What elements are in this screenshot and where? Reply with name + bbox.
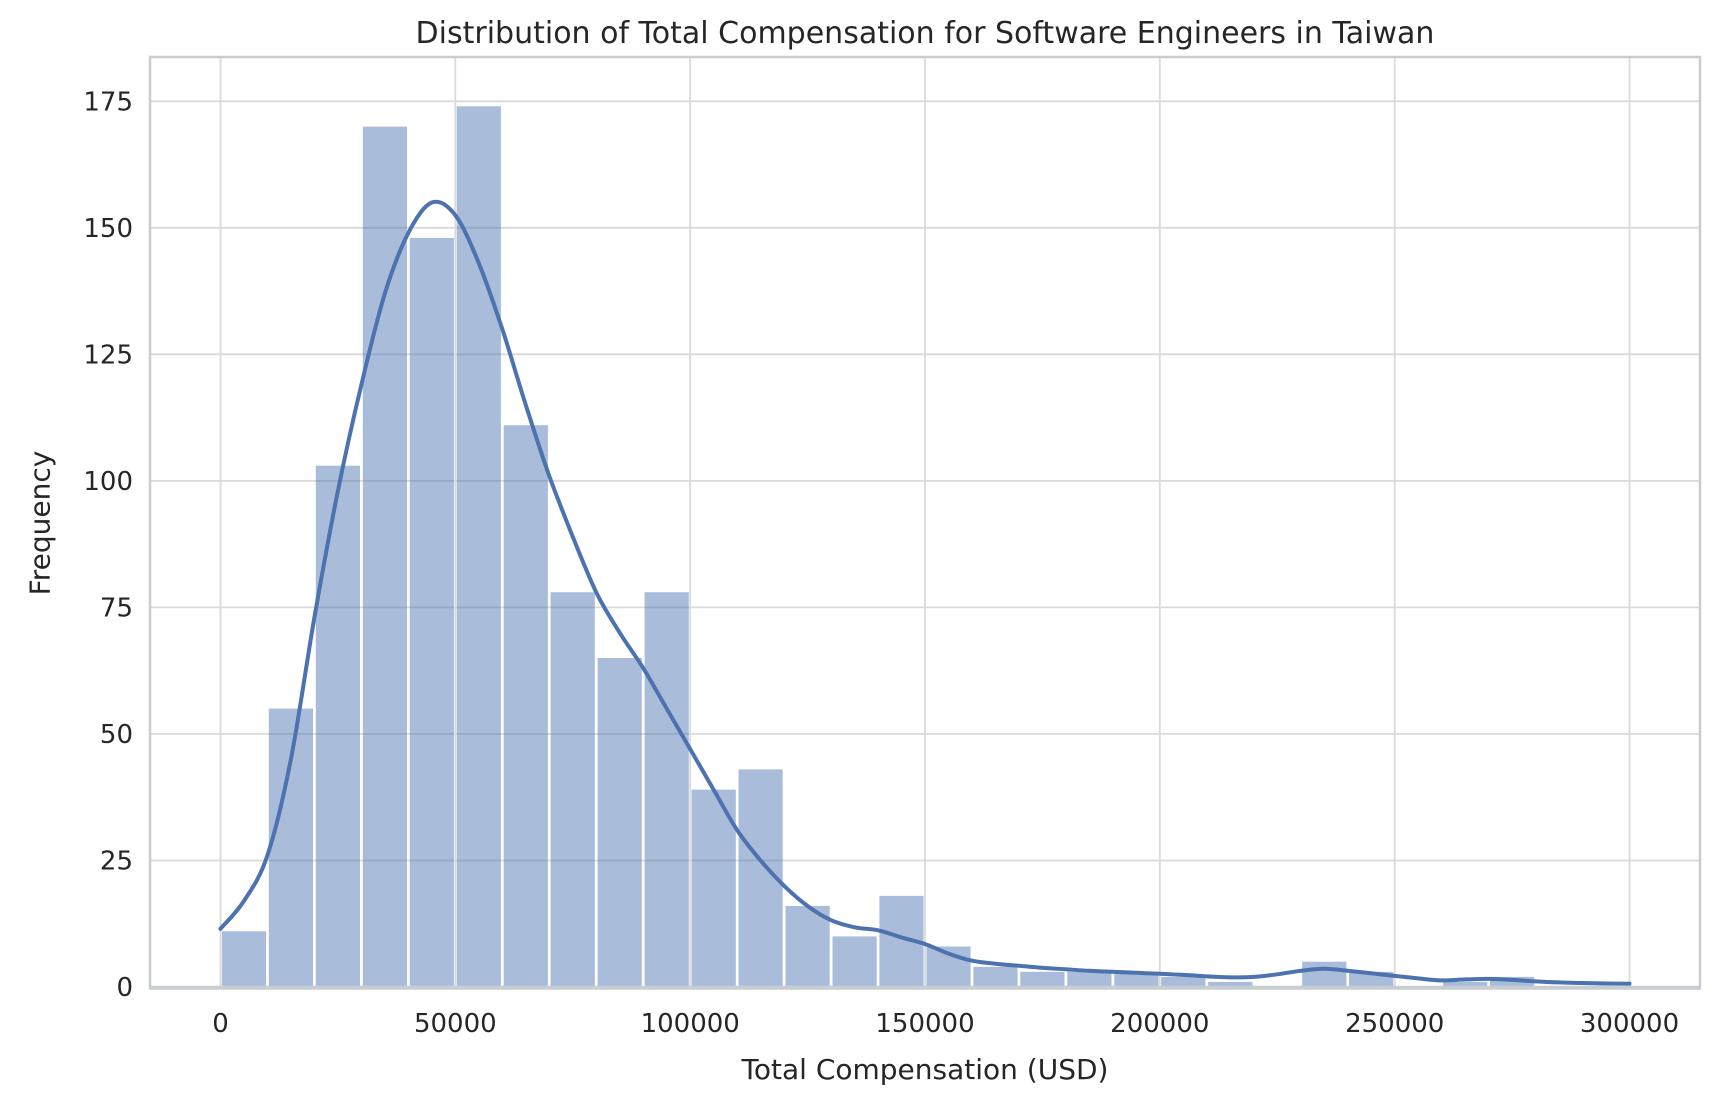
x-tick-label-250000: 250000 — [1345, 1009, 1444, 1039]
histogram-bar-40000-50000 — [409, 237, 454, 987]
histogram-bar-60000-70000 — [503, 425, 548, 987]
y-axis-label: Frequency — [23, 450, 57, 596]
histogram-bar-180000-190000 — [1067, 971, 1112, 987]
y-tick-label-0: 0 — [116, 973, 133, 1003]
y-tick-label-175: 175 — [83, 87, 133, 117]
y-tick-label-50: 50 — [100, 720, 133, 750]
histogram-bar-260000-270000 — [1443, 981, 1488, 987]
y-tick-label-100: 100 — [83, 467, 133, 497]
x-tick-label-150000: 150000 — [875, 1009, 974, 1039]
kde-curve — [218, 199, 1632, 986]
histogram-bar-50000-60000 — [456, 106, 501, 988]
x-tick-label-200000: 200000 — [1110, 1009, 1209, 1039]
chart-title: Distribution of Total Compensation for S… — [415, 16, 1435, 51]
histogram-bar-70000-80000 — [550, 592, 595, 987]
y-tick-label-125: 125 — [83, 340, 133, 370]
histogram-bar-270000-280000 — [1490, 976, 1535, 987]
histogram-bar-120000-130000 — [785, 906, 830, 987]
histogram-bar-130000-140000 — [832, 936, 877, 987]
histogram-bar-210000-220000 — [1208, 981, 1253, 987]
x-tick-label-50000: 50000 — [414, 1009, 497, 1039]
histogram-bar-100000-110000 — [691, 789, 736, 987]
histogram-bar-30000-40000 — [362, 126, 407, 988]
y-tick-label-25: 25 — [100, 847, 133, 877]
histogram-bar-80000-90000 — [597, 658, 642, 987]
y-tick-label-75: 75 — [100, 593, 133, 623]
histogram-bar-190000-200000 — [1114, 971, 1159, 987]
histogram-bar-160000-170000 — [973, 966, 1018, 987]
histogram-bar-230000-240000 — [1302, 961, 1347, 987]
histogram-bar-170000-180000 — [1020, 971, 1065, 987]
y-tick-label-150: 150 — [83, 214, 133, 244]
histogram-bar-200000-210000 — [1161, 976, 1206, 987]
x-tick-label-0: 0 — [212, 1009, 229, 1039]
histogram-bar-0-10000 — [221, 931, 267, 987]
histogram-bar-90000-100000 — [644, 592, 689, 987]
histogram-bar-20000-30000 — [315, 465, 360, 987]
x-axis-label: Total Compensation (USD) — [741, 1053, 1109, 1086]
x-tick-label-100000: 100000 — [641, 1009, 740, 1039]
x-tick-label-300000: 300000 — [1580, 1009, 1679, 1039]
